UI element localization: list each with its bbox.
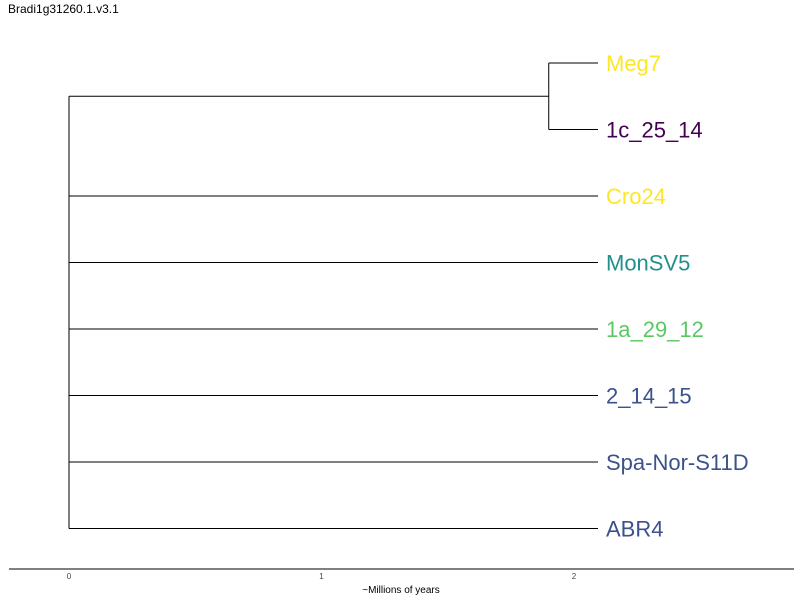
tick-label: 0 xyxy=(67,572,72,581)
tick-label: 1 xyxy=(319,572,324,581)
leaf-labels: Meg7 1c_25_14 Cro24 MonSV5 1a_29_12 2_14_15 Sp… xyxy=(606,51,749,542)
time-axis: 0 1 2 ~Millions of years xyxy=(9,568,794,596)
leaf-label: 1c_25_14 xyxy=(606,118,703,143)
leaf-label: MonSV5 xyxy=(606,251,690,276)
figure-title: Bradi1g31260.1.v3.1 xyxy=(8,2,119,16)
leaf-label: 2_14_15 xyxy=(606,384,692,409)
axis-label: ~Millions of years xyxy=(362,585,440,596)
leaf-label: Cro24 xyxy=(606,184,666,209)
leaf-label: Spa-Nor-S11D xyxy=(606,450,749,475)
tree-branches xyxy=(68,62,598,529)
leaf-label: ABR4 xyxy=(606,517,663,542)
leaf-label: 1a_29_12 xyxy=(606,317,704,342)
tick-label: 2 xyxy=(572,572,577,581)
axis-ticks: 0 1 2 xyxy=(67,572,577,581)
leaf-label: Meg7 xyxy=(606,51,661,76)
